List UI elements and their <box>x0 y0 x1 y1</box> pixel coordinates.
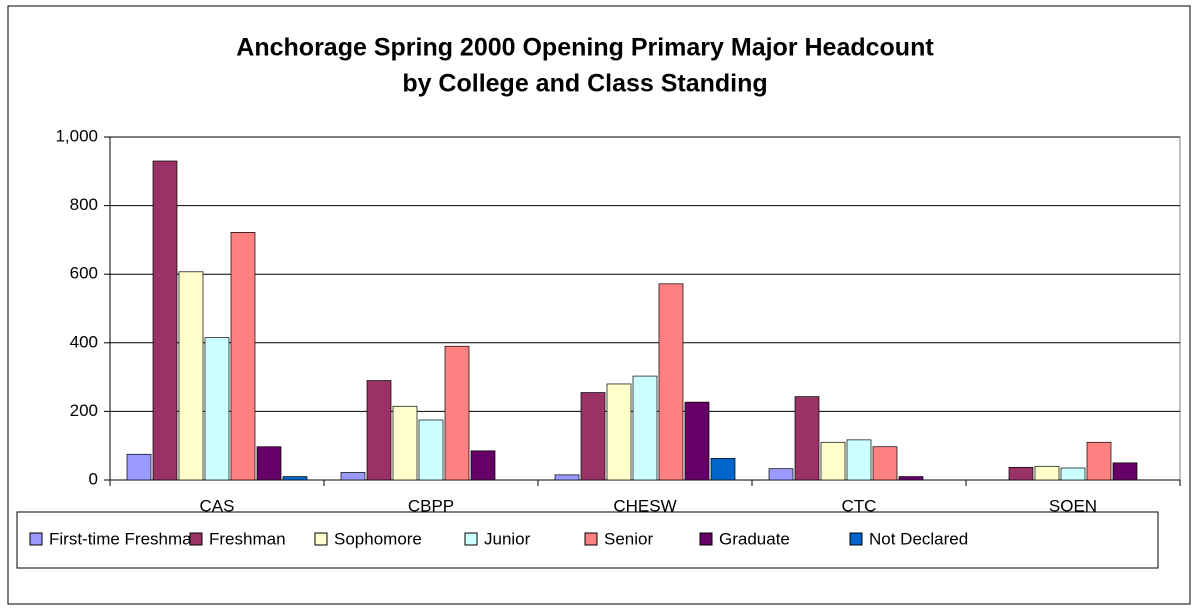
legend-label: Freshman <box>209 529 286 548</box>
x-tick-label: CTC <box>842 496 877 515</box>
legend-swatch <box>314 532 328 546</box>
x-tick-label: CAS <box>200 496 235 515</box>
legend-swatch <box>849 532 863 546</box>
y-tick-label: 1,000 <box>55 126 98 145</box>
bar <box>152 160 178 481</box>
bar <box>230 232 256 481</box>
bar <box>1112 462 1138 481</box>
bar <box>768 468 794 481</box>
y-tick-label: 600 <box>70 264 98 283</box>
bar <box>418 419 444 481</box>
bar <box>470 450 496 481</box>
bar <box>340 472 366 481</box>
y-tick-label: 800 <box>70 195 98 214</box>
bar <box>1008 466 1034 481</box>
bar <box>1034 465 1060 481</box>
bar <box>1060 467 1086 481</box>
bar <box>684 401 710 481</box>
legend-label: Not Declared <box>869 529 968 548</box>
bar <box>444 345 470 481</box>
bar <box>632 375 658 481</box>
bar <box>204 337 230 481</box>
y-tick-label: 200 <box>70 401 98 420</box>
bar <box>178 271 204 481</box>
bar <box>658 283 684 481</box>
y-tick-label: 0 <box>89 469 98 488</box>
chart-subtitle: by College and Class Standing <box>402 70 767 98</box>
bar <box>256 446 282 481</box>
x-tick-label: CBPP <box>408 496 454 515</box>
bar <box>872 446 898 481</box>
legend-label: Graduate <box>719 529 790 548</box>
bar <box>554 474 580 481</box>
y-tick-label: 400 <box>70 332 98 351</box>
bar <box>366 380 392 481</box>
bar <box>898 476 924 481</box>
legend-swatch <box>189 532 203 546</box>
legend-label: First-time Freshman <box>49 529 201 548</box>
legend-swatch <box>699 532 713 546</box>
bar <box>846 439 872 481</box>
legend-swatch <box>584 532 598 546</box>
bar <box>820 441 846 481</box>
legend-label: Sophomore <box>334 529 422 548</box>
x-tick-label: CHESW <box>613 496 676 515</box>
legend-label: Senior <box>604 529 653 548</box>
bar <box>282 476 308 481</box>
legend-label: Junior <box>484 529 531 548</box>
bar <box>580 392 606 481</box>
legend-swatch <box>464 532 478 546</box>
bar <box>606 383 632 481</box>
bar <box>1086 441 1112 481</box>
x-tick-label: SOEN <box>1049 496 1097 515</box>
legend-swatch <box>29 532 43 546</box>
bar <box>126 453 152 481</box>
bar <box>794 396 820 481</box>
bar <box>392 405 418 481</box>
chart-title: Anchorage Spring 2000 Opening Primary Ma… <box>236 34 934 62</box>
bar <box>710 458 736 481</box>
